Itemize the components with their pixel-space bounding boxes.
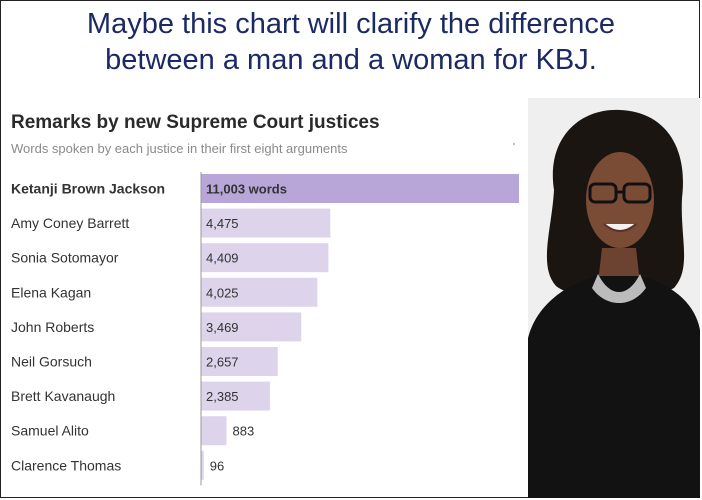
decorative-dot bbox=[513, 143, 515, 145]
bar-sonia-sotomayor bbox=[201, 243, 329, 273]
caption-line-1: Maybe this chart will clarify the differ… bbox=[86, 8, 616, 40]
chart-subtitle: Words spoken by each justice in their fi… bbox=[11, 141, 348, 156]
face-shape bbox=[586, 152, 654, 248]
portrait-photo bbox=[528, 98, 700, 498]
chart-title: Remarks by new Supreme Court justices bbox=[11, 112, 380, 133]
value-label-sonia-sotomayor: 4,409 bbox=[206, 251, 239, 266]
category-label-clarence-thomas: Clarence Thomas bbox=[11, 457, 121, 473]
bar-neil-gorsuch bbox=[201, 347, 278, 376]
value-label-neil-gorsuch: 2,657 bbox=[206, 355, 239, 370]
bar-ketanji-brown-jackson bbox=[201, 174, 519, 203]
value-label-samuel-alito: 883 bbox=[233, 424, 255, 439]
category-label-john-roberts: John Roberts bbox=[11, 319, 94, 335]
value-label-elena-kagan: 4,025 bbox=[206, 285, 239, 300]
category-label-ketanji-brown-jackson: Ketanji Brown Jackson bbox=[11, 181, 165, 197]
category-label-brett-kavanaugh: Brett Kavanaugh bbox=[11, 388, 115, 404]
neck-shape bbox=[598, 248, 640, 283]
bar-brett-kavanaugh bbox=[201, 381, 270, 411]
portrait-illustration bbox=[528, 109, 700, 498]
smile-shape bbox=[603, 223, 637, 232]
bar-amy-coney-barrett bbox=[201, 208, 331, 238]
collar-shape bbox=[592, 274, 646, 303]
meme-caption: Maybe this chart will clarify the differ… bbox=[0, 6, 702, 78]
caption-line-2: between a man and a woman for KBJ. bbox=[105, 44, 597, 76]
bar-elena-kagan bbox=[201, 277, 318, 307]
bar-john-roberts bbox=[201, 312, 302, 342]
category-label-elena-kagan: Elena Kagan bbox=[11, 284, 91, 300]
robe-shape bbox=[528, 276, 700, 498]
value-label-brett-kavanaugh: 2,385 bbox=[206, 389, 239, 404]
category-label-amy-coney-barrett: Amy Coney Barrett bbox=[11, 215, 129, 231]
category-label-sonia-sotomayor: Sonia Sotomayor bbox=[11, 250, 119, 266]
value-label-ketanji-brown-jackson: 11,003 words bbox=[206, 182, 287, 197]
value-label-amy-coney-barrett: 4,475 bbox=[206, 216, 239, 231]
category-label-neil-gorsuch: Neil Gorsuch bbox=[11, 354, 92, 370]
bar-chart: Ketanji Brown Jackson 11,003 words Amy Con… bbox=[11, 172, 519, 486]
value-label-john-roberts: 3,469 bbox=[206, 320, 239, 335]
bar-clarence-thomas bbox=[201, 450, 204, 480]
category-label-samuel-alito: Samuel Alito bbox=[11, 423, 89, 439]
bar-samuel-alito bbox=[201, 416, 227, 446]
value-label-clarence-thomas: 96 bbox=[210, 458, 224, 473]
